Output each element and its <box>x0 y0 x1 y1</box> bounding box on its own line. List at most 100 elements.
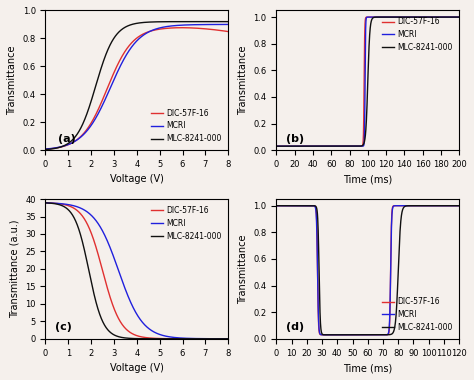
MCRI <box>451 15 457 19</box>
MCRI <box>283 144 289 149</box>
Text: (c): (c) <box>55 322 72 332</box>
DIC-57F-16 <box>200 337 206 341</box>
DIC-57F-16 <box>179 25 184 30</box>
Y-axis label: Transmittance: Transmittance <box>238 46 248 115</box>
Text: (a): (a) <box>58 134 76 144</box>
Text: (d): (d) <box>285 322 304 332</box>
DIC-57F-16 <box>226 337 231 341</box>
DIC-57F-16 <box>200 26 206 31</box>
MLC-8241-000 <box>283 144 289 149</box>
X-axis label: Time (ms): Time (ms) <box>343 363 392 373</box>
DIC-57F-16 <box>226 29 231 34</box>
MCRI <box>273 144 279 149</box>
MCRI <box>335 332 341 337</box>
MLC-8241-000 <box>181 19 187 24</box>
Line: MLC-8241-000: MLC-8241-000 <box>276 206 459 335</box>
DIC-57F-16 <box>331 332 337 337</box>
MCRI <box>181 23 187 27</box>
DIC-57F-16 <box>273 144 279 149</box>
DIC-57F-16 <box>373 15 378 19</box>
DIC-57F-16 <box>353 332 359 337</box>
DIC-57F-16 <box>451 15 457 19</box>
MCRI <box>43 201 48 205</box>
MCRI <box>372 15 378 19</box>
MLC-8241-000 <box>273 203 279 208</box>
Legend: DIC-57F-16, MCRI, MLC-8241-000: DIC-57F-16, MCRI, MLC-8241-000 <box>379 294 456 335</box>
MLC-8241-000 <box>353 332 359 337</box>
MLC-8241-000 <box>454 15 459 19</box>
MCRI <box>43 147 48 151</box>
DIC-57F-16 <box>149 28 155 33</box>
Line: MCRI: MCRI <box>276 17 459 146</box>
MLC-8241-000 <box>357 144 363 148</box>
MCRI <box>273 203 279 208</box>
MCRI <box>159 25 165 30</box>
Line: MCRI: MCRI <box>46 203 228 339</box>
Line: MLC-8241-000: MLC-8241-000 <box>276 17 459 146</box>
Line: MCRI: MCRI <box>276 206 459 335</box>
MCRI <box>154 331 159 336</box>
MCRI <box>159 333 165 337</box>
MLC-8241-000 <box>181 337 187 341</box>
MLC-8241-000 <box>304 203 310 208</box>
MLC-8241-000 <box>370 332 375 337</box>
Legend: DIC-57F-16, MCRI, MLC-8241-000: DIC-57F-16, MCRI, MLC-8241-000 <box>148 106 224 146</box>
DIC-57F-16 <box>43 147 48 152</box>
DIC-57F-16 <box>182 25 187 30</box>
MLC-8241-000 <box>226 19 231 24</box>
DIC-57F-16 <box>273 203 279 208</box>
MLC-8241-000 <box>298 203 303 208</box>
DIC-57F-16 <box>154 27 159 32</box>
Line: DIC-57F-16: DIC-57F-16 <box>46 28 228 149</box>
DIC-57F-16 <box>456 15 462 19</box>
MLC-8241-000 <box>338 332 344 337</box>
Line: DIC-57F-16: DIC-57F-16 <box>276 17 459 146</box>
MCRI <box>363 53 368 57</box>
X-axis label: Time (ms): Time (ms) <box>343 174 392 184</box>
DIC-57F-16 <box>298 203 303 208</box>
MCRI <box>54 146 60 150</box>
MLC-8241-000 <box>154 336 159 341</box>
MLC-8241-000 <box>149 336 155 341</box>
Legend: DIC-57F-16, MCRI, MLC-8241-000: DIC-57F-16, MCRI, MLC-8241-000 <box>379 14 456 55</box>
DIC-57F-16 <box>370 332 375 337</box>
DIC-57F-16 <box>154 336 159 341</box>
DIC-57F-16 <box>159 27 165 31</box>
Line: DIC-57F-16: DIC-57F-16 <box>276 206 459 335</box>
MCRI <box>451 15 457 19</box>
MCRI <box>374 332 379 337</box>
MCRI <box>149 28 155 33</box>
DIC-57F-16 <box>54 201 60 206</box>
DIC-57F-16 <box>357 144 363 149</box>
DIC-57F-16 <box>456 203 462 208</box>
Line: DIC-57F-16: DIC-57F-16 <box>46 203 228 339</box>
MCRI <box>200 22 206 27</box>
DIC-57F-16 <box>43 201 48 205</box>
Y-axis label: Transmittance: Transmittance <box>7 46 17 115</box>
DIC-57F-16 <box>304 203 310 208</box>
Y-axis label: Transmittance: Transmittance <box>238 234 248 304</box>
MLC-8241-000 <box>159 337 165 341</box>
X-axis label: Voltage (V): Voltage (V) <box>110 363 164 373</box>
MCRI <box>154 27 159 31</box>
MLC-8241-000 <box>451 15 456 19</box>
MCRI <box>54 201 60 206</box>
MCRI <box>298 203 303 208</box>
MLC-8241-000 <box>273 144 279 149</box>
MLC-8241-000 <box>456 15 462 19</box>
MLC-8241-000 <box>149 20 155 24</box>
MLC-8241-000 <box>200 19 206 24</box>
DIC-57F-16 <box>149 336 155 340</box>
MCRI <box>226 336 231 341</box>
Line: MLC-8241-000: MLC-8241-000 <box>46 22 228 149</box>
MCRI <box>200 336 206 341</box>
MLC-8241-000 <box>159 19 165 24</box>
DIC-57F-16 <box>451 15 457 19</box>
MLC-8241-000 <box>374 332 379 337</box>
MCRI <box>304 203 310 208</box>
MCRI <box>456 15 462 19</box>
Line: MLC-8241-000: MLC-8241-000 <box>46 203 228 339</box>
MCRI <box>334 332 339 337</box>
Text: (b): (b) <box>285 134 304 144</box>
DIC-57F-16 <box>335 332 341 337</box>
